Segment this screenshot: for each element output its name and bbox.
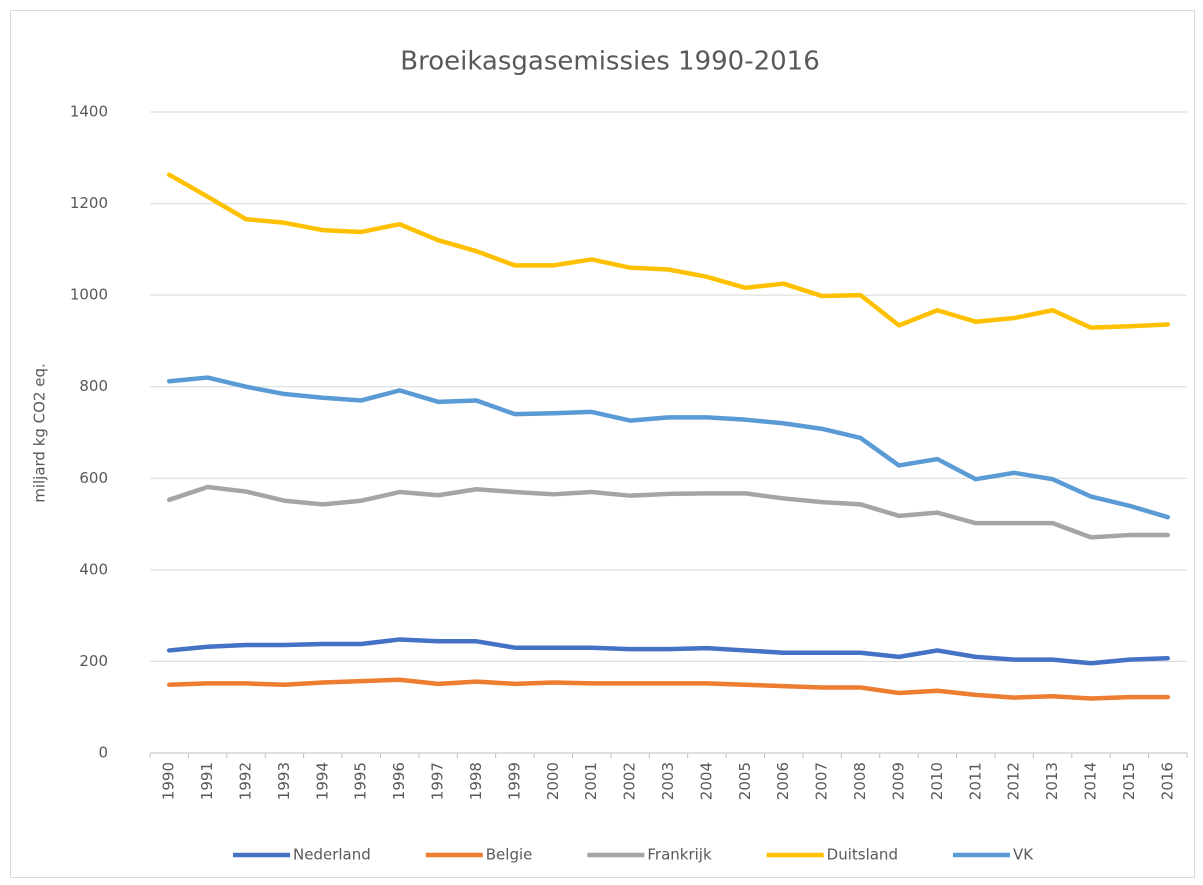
y-tick-label: 1200 [70, 194, 108, 212]
x-tick-label: 2004 [697, 762, 715, 800]
y-tick-label: 600 [79, 469, 108, 487]
chart-frame [10, 10, 1195, 878]
y-axis-label: miljard kg CO2 eq. [31, 363, 49, 503]
legend-label: Duitsland [827, 846, 898, 864]
x-tick-label: 1992 [237, 762, 255, 800]
x-tick-label: 1996 [390, 762, 408, 800]
y-tick-label: 1400 [70, 103, 108, 121]
x-tick-label: 2007 [813, 762, 831, 800]
y-tick-label: 200 [79, 652, 108, 670]
x-tick-label: 1995 [352, 762, 370, 800]
x-tick-label: 2016 [1158, 762, 1176, 800]
x-tick-label: 1991 [198, 762, 216, 800]
legend-label: Frankrijk [647, 846, 712, 864]
legend-label: Nederland [293, 846, 371, 864]
y-tick-label: 400 [79, 560, 108, 578]
legend-label: VK [1013, 846, 1034, 864]
x-tick-label: 1990 [160, 762, 178, 800]
y-tick-label: 1000 [70, 286, 108, 304]
x-tick-label: 2008 [851, 762, 869, 800]
x-tick-label: 2001 [582, 762, 600, 800]
x-tick-label: 2015 [1120, 762, 1138, 800]
x-tick-label: 2014 [1081, 762, 1099, 800]
x-tick-label: 2009 [889, 762, 907, 800]
x-tick-label: 1998 [467, 762, 485, 800]
x-tick-label: 1994 [313, 762, 331, 800]
y-tick-label: 0 [98, 744, 108, 762]
x-tick-label: 2006 [774, 762, 792, 800]
line-series [166, 375, 1171, 520]
y-tick-label: 800 [79, 377, 108, 395]
x-tick-label: 2000 [544, 762, 562, 800]
x-tick-label: 1993 [275, 762, 293, 800]
line-series [166, 172, 1171, 330]
line-series [166, 484, 1171, 540]
x-tick-label: 2010 [928, 762, 946, 800]
legend-label: Belgie [486, 846, 533, 864]
x-tick-label: 2012 [1005, 762, 1023, 800]
x-tick-label: 2005 [736, 762, 754, 800]
x-tick-label: 1997 [429, 762, 447, 800]
x-tick-label: 2003 [659, 762, 677, 800]
x-tick-label: 2013 [1043, 762, 1061, 800]
x-tick-label: 1999 [505, 762, 523, 800]
line-series [166, 677, 1171, 701]
x-tick-label: 2011 [966, 762, 984, 800]
x-tick-label: 2002 [621, 762, 639, 800]
line-series [166, 637, 1171, 666]
chart-title: Broeikasgasemissies 1990-2016 [400, 47, 820, 77]
